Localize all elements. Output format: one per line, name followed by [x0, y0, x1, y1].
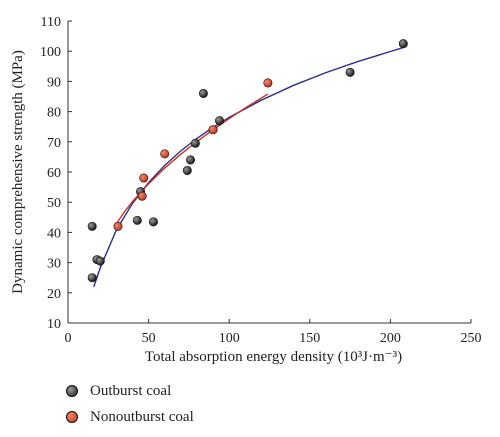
y-tick-label: 110 — [41, 15, 61, 30]
x-tick-label: 200 — [380, 331, 401, 346]
fit-curve-nonoutburst — [114, 93, 269, 227]
data-point-outburst — [95, 256, 105, 266]
data-point-nonoutburst — [139, 173, 149, 183]
y-tick-label: 30 — [47, 257, 61, 272]
legend-item-nonoutburst: Nonoutburst coal — [66, 404, 194, 430]
legend-item-outburst: Outburst coal — [66, 378, 194, 404]
legend: Outburst coal Nonoutburst coal — [66, 378, 194, 430]
data-point-nonoutburst — [160, 149, 170, 159]
data-point-outburst — [190, 138, 200, 148]
data-point-outburst — [398, 39, 408, 49]
x-tick-label: 50 — [142, 331, 156, 346]
legend-marker-nonoutburst — [66, 411, 78, 423]
legend-label-outburst: Outburst coal — [90, 382, 172, 399]
x-tick-label: 100 — [219, 331, 240, 346]
y-tick-label: 80 — [47, 106, 61, 121]
y-tick-label: 40 — [47, 226, 61, 241]
data-point-outburst — [87, 221, 97, 231]
y-axis-title: Dynamic comprehensive strength (MPa) — [10, 50, 26, 294]
data-point-outburst — [345, 67, 355, 77]
legend-label-nonoutburst: Nonoutburst coal — [90, 408, 194, 425]
x-tick-label: 0 — [65, 331, 72, 346]
y-tick-label: 70 — [47, 136, 61, 151]
data-point-outburst — [186, 155, 196, 165]
legend-marker-outburst — [66, 385, 78, 397]
x-axis-title: Total absorption energy density (10³J·m⁻… — [145, 349, 402, 365]
data-point-nonoutburst — [137, 191, 147, 201]
data-point-nonoutburst — [113, 221, 123, 231]
data-point-outburst — [87, 273, 97, 283]
data-point-outburst — [198, 88, 208, 98]
y-tick-label: 50 — [47, 196, 61, 211]
data-point-outburst — [148, 217, 158, 227]
data-point-outburst — [182, 165, 192, 175]
data-point-outburst — [215, 116, 225, 126]
y-tick-label: 10 — [47, 317, 61, 332]
y-tick-label: 100 — [40, 45, 61, 60]
y-tick-label: 90 — [47, 75, 61, 90]
y-tick-label: 20 — [47, 287, 61, 302]
x-tick-label: 250 — [461, 331, 482, 346]
data-point-nonoutburst — [263, 78, 273, 88]
fit-curve-outburst — [93, 46, 404, 287]
data-point-nonoutburst — [208, 125, 218, 135]
x-tick-label: 150 — [299, 331, 320, 346]
data-point-outburst — [132, 215, 142, 225]
y-tick-label: 60 — [47, 166, 61, 181]
